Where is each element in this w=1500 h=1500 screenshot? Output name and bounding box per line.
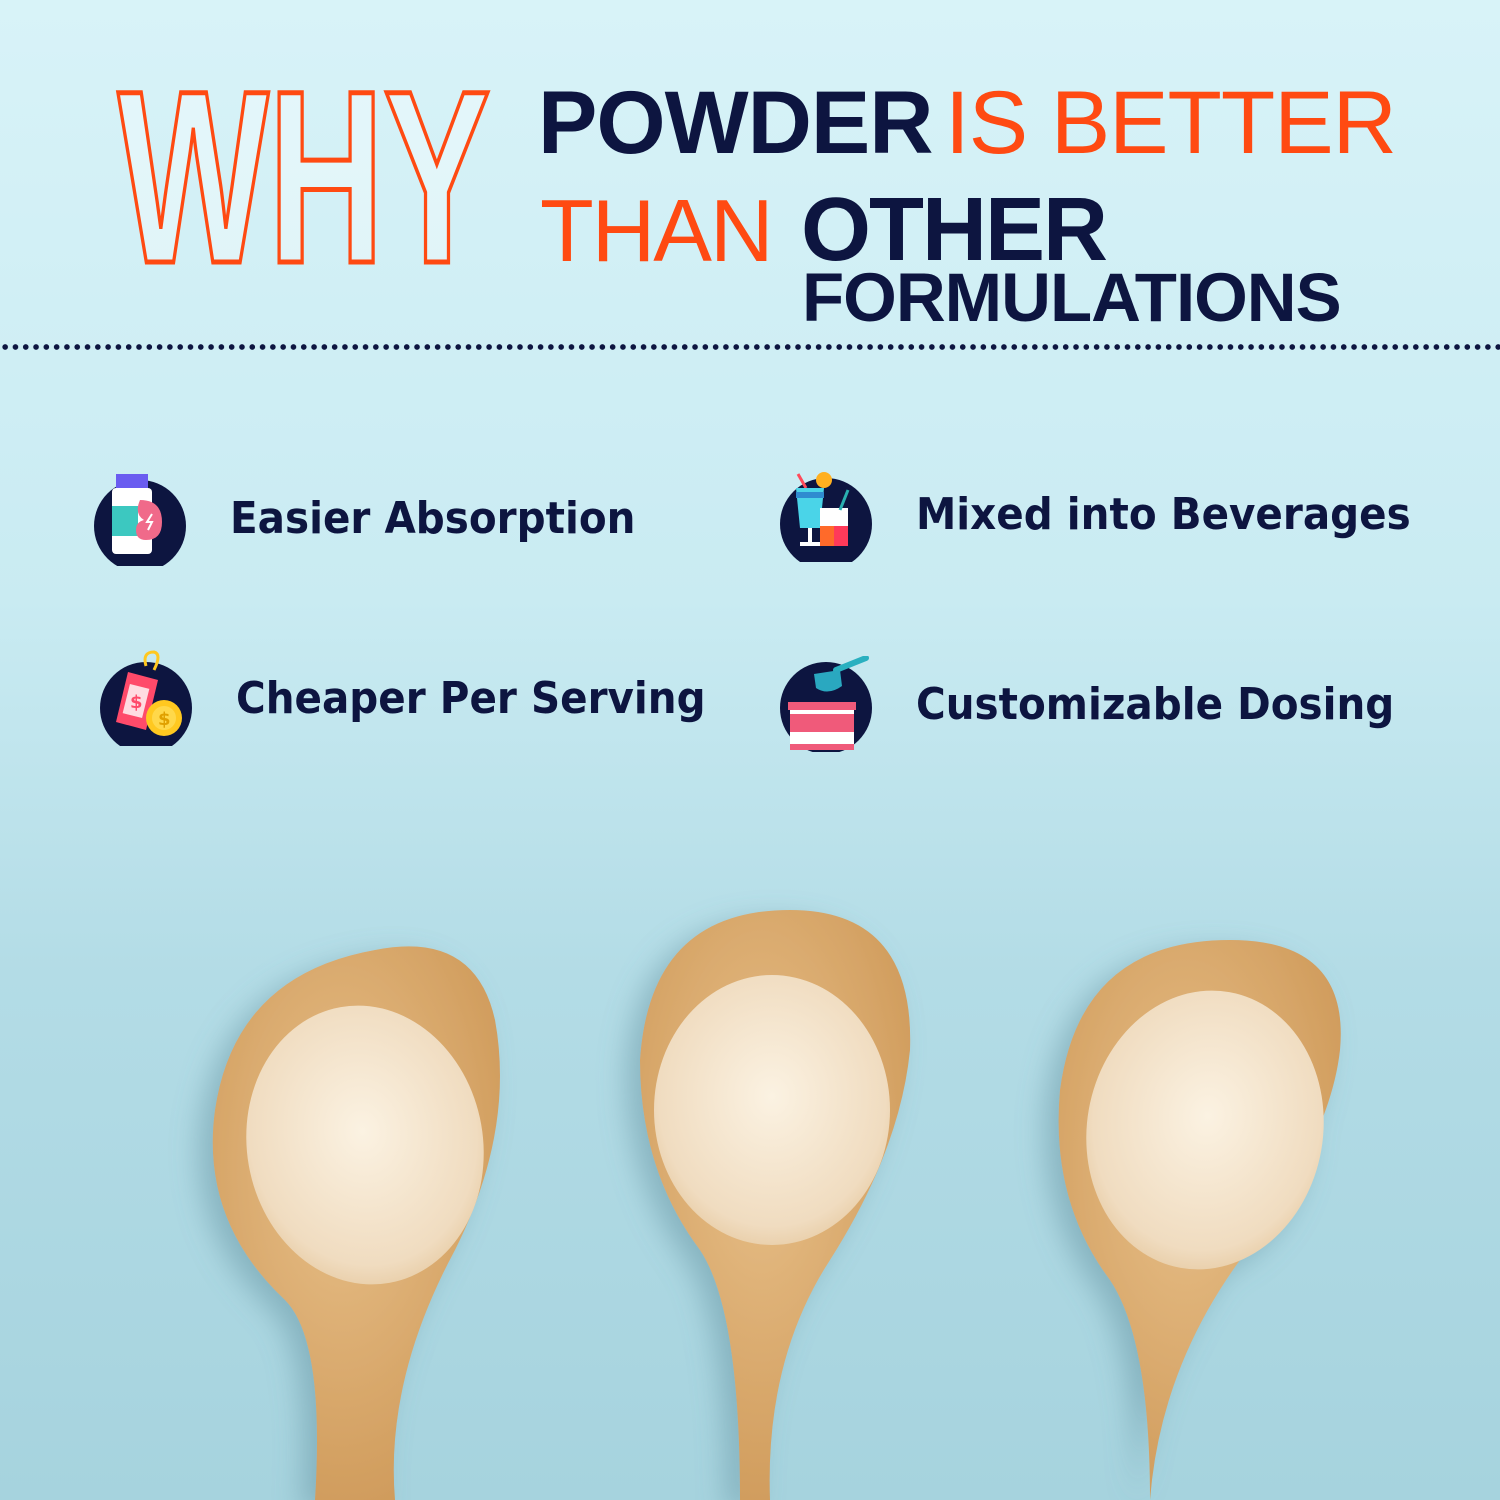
svg-text:$: $	[130, 692, 143, 713]
why-outline-text: WHY	[116, 70, 492, 280]
headline-other: OTHER	[801, 180, 1108, 280]
benefit-easier-absorption: Easier Absorption	[92, 470, 671, 566]
spoon-right	[1058, 940, 1341, 1500]
dotted-divider	[0, 343, 1500, 351]
spoon-middle	[640, 910, 911, 1500]
benefit-cheaper-per-serving: $ $ Cheaper Per Serving	[98, 650, 746, 746]
benefit-label: Customizable Dosing	[916, 678, 1395, 730]
beverages-icon	[780, 472, 872, 562]
price-tag-coin-icon: $ $	[100, 650, 192, 746]
headline-formulations: FORMULATIONS	[802, 259, 1342, 336]
supplement-stomach-icon	[94, 474, 186, 566]
headline-powder: POWDER	[538, 72, 933, 172]
benefit-label: Mixed into Beverages	[916, 488, 1411, 540]
headline-is-better: IS BETTER	[945, 72, 1397, 172]
benefit-label: Easier Absorption	[230, 492, 636, 544]
svg-text:WHY: WHY	[118, 70, 490, 280]
benefit-label: Cheaper Per Serving	[236, 672, 706, 724]
benefit-mixed-into-beverages: Mixed into Beverages	[778, 466, 1454, 562]
wooden-spoons-with-powder	[212, 910, 1341, 1500]
benefit-customizable-dosing: Customizable Dosing	[778, 656, 1436, 752]
svg-text:$: $	[158, 709, 171, 730]
scoop-container-icon	[780, 656, 872, 752]
headline-than: THAN	[540, 181, 774, 280]
spoon-left	[212, 946, 500, 1500]
